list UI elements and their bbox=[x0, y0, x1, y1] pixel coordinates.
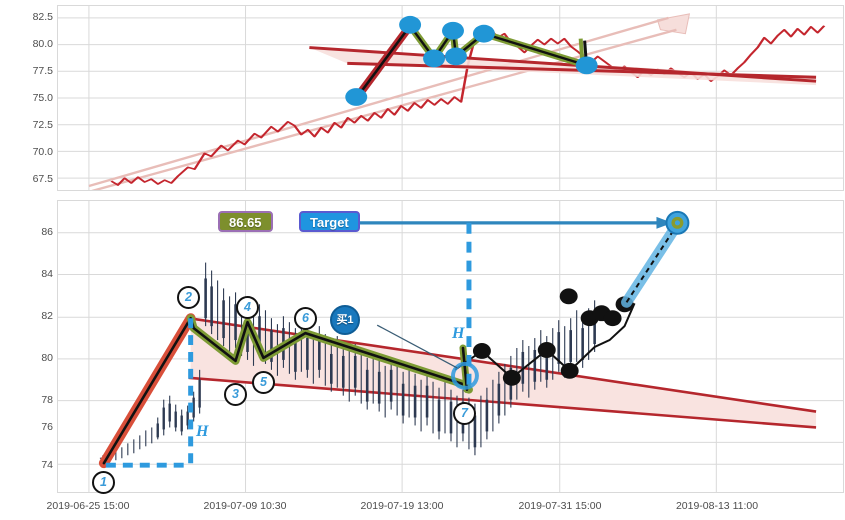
y-tick: 75.0 bbox=[32, 92, 53, 104]
target-marker[interactable] bbox=[665, 210, 690, 235]
y-tick: 82.5 bbox=[32, 11, 53, 23]
buy-signal-bubble[interactable]: 买1 bbox=[330, 305, 360, 335]
y-tick: 70.0 bbox=[32, 146, 53, 158]
y-tick: 67.5 bbox=[32, 173, 53, 185]
measured-move-left bbox=[105, 318, 194, 468]
y-tick: 77.5 bbox=[32, 65, 53, 77]
top-overview-panel[interactable] bbox=[57, 5, 844, 191]
top-impulse-leg bbox=[353, 21, 415, 101]
h-label-left: H bbox=[196, 423, 209, 440]
y-tick: 86 bbox=[41, 226, 53, 238]
pivot-marker-4[interactable]: 4 bbox=[236, 296, 259, 319]
x-tick: 2019-07-19 13:00 bbox=[360, 500, 444, 512]
rising-wedge-overlay bbox=[88, 13, 691, 190]
x-tick: 2019-07-31 15:00 bbox=[518, 500, 602, 512]
y-tick: 84 bbox=[41, 268, 53, 280]
top-wave-markers[interactable] bbox=[345, 15, 598, 106]
bottom-y-axis: 86 84 82 80 78 76 74 bbox=[0, 200, 53, 493]
top-gridlines bbox=[58, 6, 843, 190]
x-axis: 2019-06-25 15:00 2019-07-09 10:30 2019-0… bbox=[0, 497, 845, 520]
h-label-mid: H bbox=[452, 325, 465, 342]
buy-pointer-line bbox=[376, 324, 458, 369]
top-y-axis: 82.5 80.0 77.5 75.0 72.5 70.0 67.5 bbox=[0, 5, 53, 191]
corrective-zigzag-2-7 bbox=[186, 314, 473, 394]
pivot-marker-7[interactable]: 7 bbox=[453, 402, 476, 425]
x-tick: 2019-08-13 11:00 bbox=[675, 500, 759, 512]
bottom-detail-panel[interactable] bbox=[57, 200, 844, 493]
y-tick: 80 bbox=[41, 352, 53, 364]
price-tag[interactable]: 86.65 bbox=[218, 211, 273, 232]
y-tick: 78 bbox=[41, 394, 53, 406]
y-tick: 80.0 bbox=[32, 38, 53, 50]
pivot-marker-6[interactable]: 6 bbox=[294, 307, 317, 330]
top-overview-plot bbox=[58, 6, 843, 190]
y-tick: 72.5 bbox=[32, 119, 53, 131]
measured-move-mid bbox=[450, 222, 479, 390]
pivot-marker-2[interactable]: 2 bbox=[177, 286, 200, 309]
y-tick: 76 bbox=[41, 421, 53, 433]
pivot-marker-3[interactable]: 3 bbox=[224, 383, 247, 406]
pivot-marker-5[interactable]: 5 bbox=[252, 371, 275, 394]
x-tick: 2019-07-09 10:30 bbox=[203, 500, 287, 512]
bottom-detail-plot bbox=[58, 201, 843, 492]
projection-to-target bbox=[621, 220, 682, 308]
target-tag[interactable]: Target bbox=[299, 211, 360, 232]
impulse-leg-1-2 bbox=[98, 313, 196, 469]
pivot-marker-1[interactable]: 1 bbox=[92, 471, 115, 494]
x-tick: 2019-06-25 15:00 bbox=[46, 500, 130, 512]
target-arrow bbox=[357, 216, 673, 229]
y-tick: 74 bbox=[41, 459, 53, 471]
y-tick: 82 bbox=[41, 310, 53, 322]
